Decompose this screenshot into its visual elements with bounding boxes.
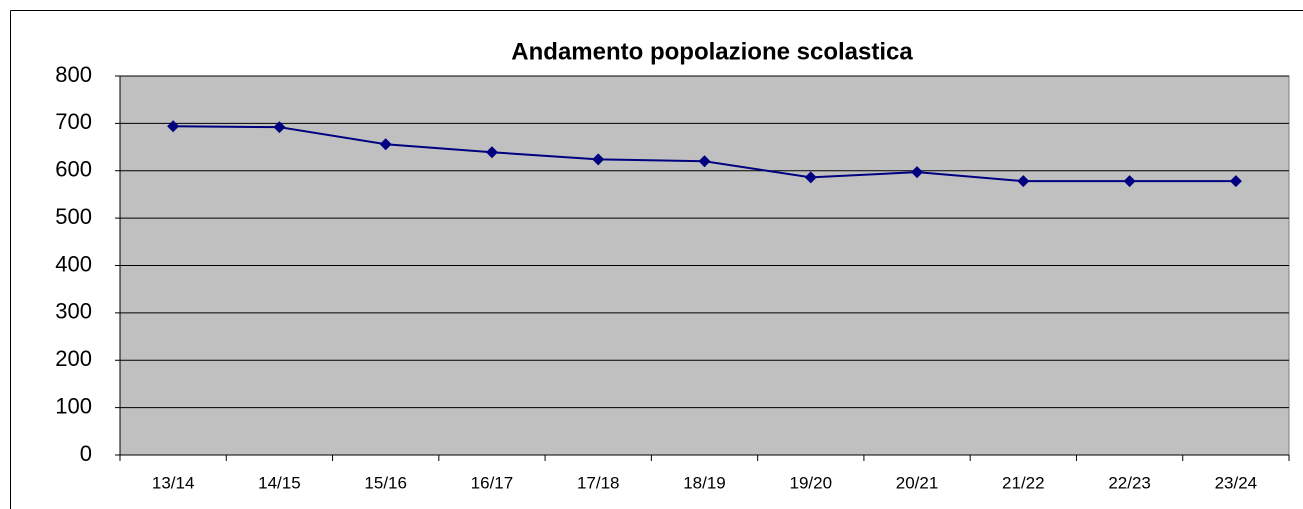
- y-tick-label: 500: [55, 204, 92, 229]
- x-tick-label: 16/17: [471, 473, 514, 492]
- y-tick-label: 300: [55, 299, 92, 324]
- marker: [1123, 175, 1136, 188]
- x-tick-label: 18/19: [683, 473, 726, 492]
- marker: [485, 146, 498, 159]
- x-tick-label: 13/14: [152, 473, 195, 492]
- x-tick-label: 19/20: [789, 473, 832, 492]
- x-tick-label: 20/21: [896, 473, 939, 492]
- x-tick-label: 21/22: [1002, 473, 1045, 492]
- marker: [273, 121, 286, 134]
- y-tick-label: 100: [55, 393, 92, 418]
- marker: [379, 138, 392, 151]
- marker: [911, 166, 924, 179]
- marker: [804, 171, 817, 184]
- marker: [167, 120, 180, 133]
- y-tick-label: 400: [55, 251, 92, 276]
- x-tick-label: 23/24: [1215, 473, 1258, 492]
- marker: [592, 153, 605, 166]
- y-tick-label: 600: [55, 157, 92, 182]
- marker: [1229, 175, 1242, 188]
- x-tick-label: 17/18: [577, 473, 620, 492]
- chart-title: Andamento popolazione scolastica: [511, 38, 913, 65]
- marker: [698, 155, 711, 168]
- y-tick-label: 200: [55, 346, 92, 371]
- y-tick-label: 700: [55, 109, 92, 134]
- marker: [1017, 175, 1030, 188]
- x-tick-label: 15/16: [364, 473, 407, 492]
- x-tick-label: 14/15: [258, 473, 301, 492]
- x-tick-label: 22/23: [1108, 473, 1151, 492]
- y-tick-label: 800: [55, 62, 92, 87]
- y-tick-label: 0: [80, 441, 92, 466]
